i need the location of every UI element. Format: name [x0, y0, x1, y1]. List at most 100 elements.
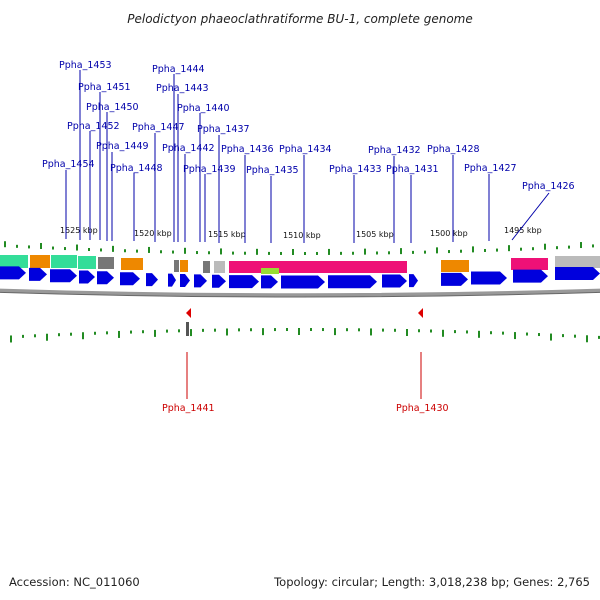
gene-arrow[interactable] [513, 269, 548, 283]
gene-label-ppha-1447[interactable]: Ppha_1447 [132, 122, 185, 133]
tick-mark [544, 243, 546, 250]
gene-arrow[interactable] [146, 273, 158, 287]
tick-mark [400, 248, 402, 255]
gene-label-ppha-1441[interactable]: Ppha_1441 [162, 403, 215, 414]
reverse-strand-track [186, 308, 423, 336]
gene-label-ppha-1435[interactable]: Ppha_1435 [246, 165, 299, 176]
tick-mark [574, 334, 576, 338]
gene-label-ppha-1448[interactable]: Ppha_1448 [110, 163, 163, 174]
cog-block-orange [121, 258, 143, 270]
tick-mark [190, 329, 192, 337]
gene-arrow[interactable] [180, 274, 190, 288]
reverse-gene-marker [418, 308, 423, 318]
tick-mark [334, 328, 336, 336]
kbp-label: 1505 kbp [356, 230, 394, 239]
cog-block-orange [441, 260, 469, 272]
gene-label-ppha-1437[interactable]: Ppha_1437 [197, 124, 250, 135]
cog-block-teal [0, 255, 28, 268]
tick-mark [406, 328, 408, 336]
gene-arrow[interactable] [50, 269, 77, 283]
tick-mark [82, 332, 84, 340]
tick-mark [268, 251, 270, 255]
gene-label-ppha-1428[interactable]: Ppha_1428 [427, 144, 480, 155]
gene-label-ppha-1426[interactable]: Ppha_1426 [522, 181, 575, 192]
tick-mark [100, 248, 102, 252]
tick-mark [358, 328, 360, 332]
gene-arrow[interactable] [120, 272, 140, 286]
tick-mark [262, 328, 264, 336]
gene-label-ppha-1452[interactable]: Ppha_1452 [67, 121, 120, 132]
gene-label-ppha-1440[interactable]: Ppha_1440 [177, 103, 230, 114]
tick-mark [550, 333, 552, 341]
outer-tick-ring [4, 241, 594, 255]
gene-arrow[interactable] [194, 274, 207, 288]
cog-block-gray [98, 257, 114, 269]
gene-arrow[interactable] [79, 270, 95, 284]
tick-mark [112, 245, 114, 252]
gene-label-ppha-1449[interactable]: Ppha_1449 [96, 141, 149, 152]
tick-mark [394, 328, 396, 332]
gene-label-ppha-1450[interactable]: Ppha_1450 [86, 102, 139, 113]
kbp-label: 1510 kbp [283, 231, 321, 240]
gene-arrow[interactable] [0, 266, 26, 280]
accession-text: Accession: NC_011060 [9, 575, 140, 589]
tick-mark [94, 331, 96, 335]
gene-arrow[interactable] [229, 275, 259, 289]
tick-mark [370, 328, 372, 336]
gene-label-ppha-1439[interactable]: Ppha_1439 [183, 164, 236, 175]
tick-mark [244, 251, 246, 255]
gene-arrow[interactable] [212, 274, 226, 288]
tick-mark [586, 335, 588, 343]
tick-mark [22, 334, 24, 338]
gene-label-ppha-1433[interactable]: Ppha_1433 [329, 164, 382, 175]
gene-arrow[interactable] [29, 267, 47, 281]
tick-mark [532, 247, 534, 251]
tick-mark [220, 248, 222, 255]
gene-label-ppha-1453[interactable]: Ppha_1453 [59, 60, 112, 71]
gene-label-ppha-1430[interactable]: Ppha_1430 [396, 403, 449, 414]
forward-gene-labels: Ppha_1453 Ppha_1451 Ppha_1450 Ppha_1452 … [42, 60, 575, 243]
tick-mark [442, 329, 444, 337]
gene-arrow[interactable] [97, 271, 114, 285]
tick-mark [106, 331, 108, 335]
tick-mark [298, 328, 300, 336]
tick-mark [4, 241, 6, 248]
gene-arrow[interactable] [168, 273, 176, 287]
tick-mark [328, 248, 330, 255]
cog-category-track [0, 255, 600, 274]
gene-arrow[interactable] [382, 274, 407, 288]
tick-mark [46, 333, 48, 341]
gene-label-ppha-1434[interactable]: Ppha_1434 [279, 144, 332, 155]
tick-mark [562, 334, 564, 338]
gene-label-ppha-1431[interactable]: Ppha_1431 [386, 164, 439, 175]
gene-arrow[interactable] [281, 275, 325, 289]
tick-mark [130, 330, 132, 334]
tick-mark [496, 248, 498, 252]
gene-arrow[interactable] [555, 266, 600, 280]
tick-mark [304, 251, 306, 255]
gene-arrow[interactable] [409, 274, 418, 288]
tick-mark [178, 329, 180, 333]
gene-arrow[interactable] [261, 275, 278, 289]
tick-mark [424, 250, 426, 254]
tick-mark [52, 246, 54, 250]
gene-label-ppha-1427[interactable]: Ppha_1427 [464, 163, 517, 174]
gene-label-ppha-1443[interactable]: Ppha_1443 [156, 83, 209, 94]
gene-label-ppha-1442[interactable]: Ppha_1442 [162, 143, 215, 154]
kbp-label: 1520 kbp [134, 229, 172, 238]
gene-label-ppha-1436[interactable]: Ppha_1436 [221, 144, 274, 155]
cog-block-orange [180, 260, 188, 272]
tick-mark [274, 328, 276, 332]
gene-label-ppha-1454[interactable]: Ppha_1454 [42, 159, 95, 170]
tick-mark [538, 333, 540, 337]
gene-arrow[interactable] [441, 272, 468, 286]
genome-title: Pelodictyon phaeoclathratiforme BU-1, co… [127, 12, 473, 26]
gene-label-ppha-1432[interactable]: Ppha_1432 [368, 145, 421, 156]
gene-label-ppha-1444[interactable]: Ppha_1444 [152, 64, 205, 75]
gene-arrow[interactable] [471, 271, 507, 285]
gene-label-ppha-1451[interactable]: Ppha_1451 [78, 82, 131, 93]
tick-mark [598, 335, 600, 339]
gene-arrow[interactable] [328, 275, 377, 289]
tick-mark [28, 245, 30, 249]
